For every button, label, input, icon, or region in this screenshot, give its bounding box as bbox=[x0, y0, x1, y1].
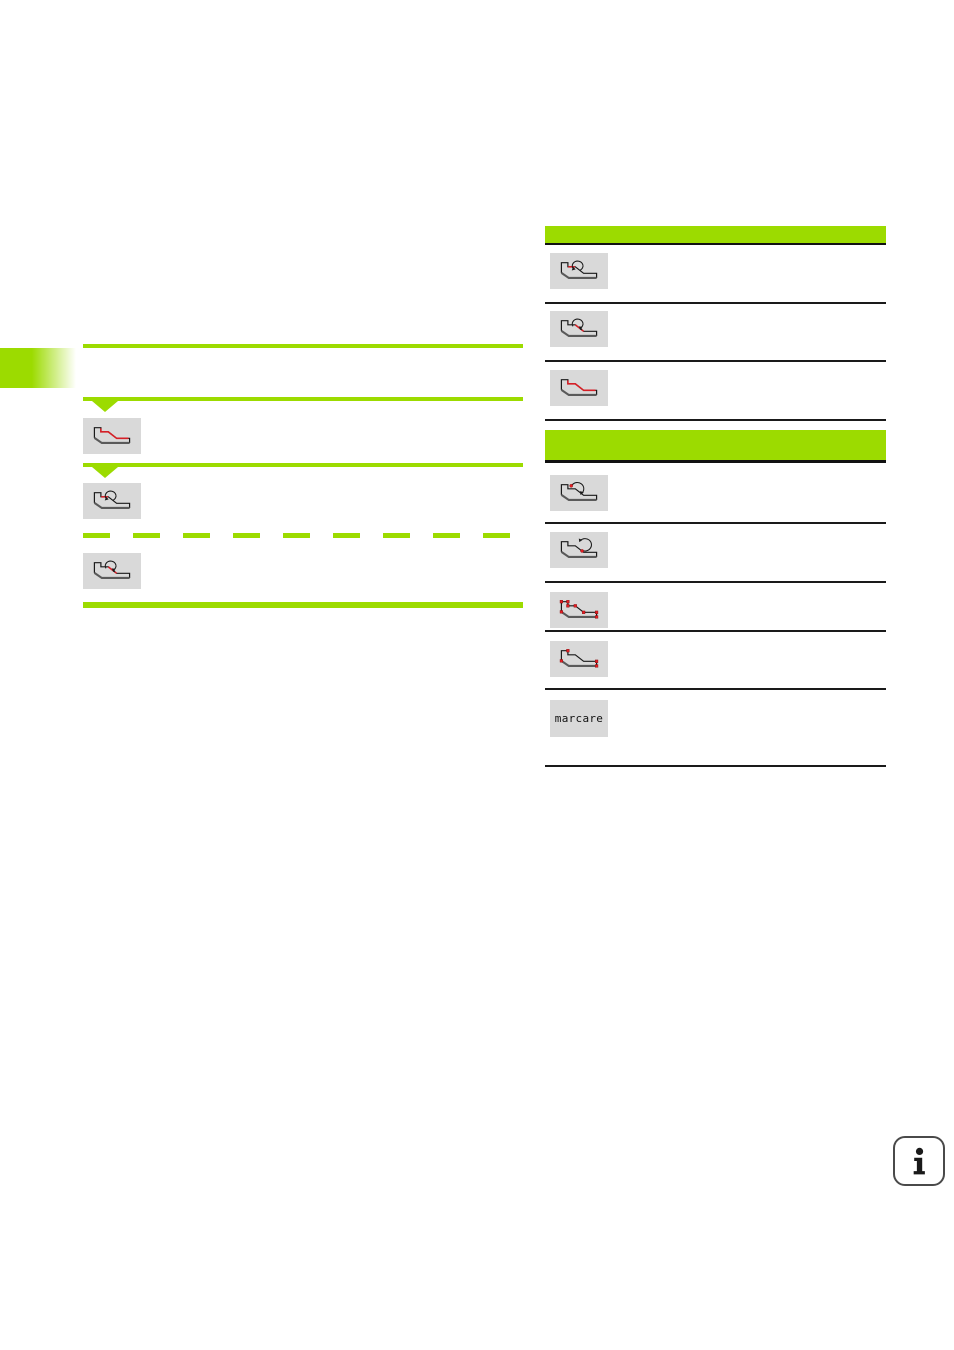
dashed-rule bbox=[83, 533, 525, 538]
section-rule-bottom bbox=[83, 602, 523, 608]
contour-rotate-red-diagonal-icon bbox=[550, 311, 608, 347]
flow-rule bbox=[83, 397, 523, 401]
info-symbol bbox=[893, 1136, 945, 1186]
table-header-bar bbox=[545, 430, 886, 463]
flow-rule bbox=[83, 463, 523, 467]
contour-red-range-icon bbox=[83, 418, 141, 454]
table-bottom-rule bbox=[545, 419, 886, 421]
flow-arrow-down-icon bbox=[92, 401, 118, 412]
contour-rotate-dot-end-icon bbox=[550, 532, 608, 568]
section-rule bbox=[83, 344, 523, 348]
softkey-marcare: marcare bbox=[550, 700, 608, 737]
row-separator bbox=[545, 630, 886, 632]
contour-rotate-red-diagonal-icon bbox=[83, 553, 141, 589]
row-separator bbox=[545, 581, 886, 583]
table-bottom-rule bbox=[545, 765, 886, 767]
contour-rotate-red-top-icon bbox=[83, 483, 141, 519]
row-separator bbox=[545, 302, 886, 304]
row-separator bbox=[545, 522, 886, 524]
chapter-tab bbox=[0, 348, 76, 388]
flow-arrow-down-icon bbox=[92, 467, 118, 478]
row-separator bbox=[545, 688, 886, 690]
contour-dots-all-icon bbox=[550, 592, 608, 628]
contour-dots-corners-icon bbox=[550, 641, 608, 677]
softkey-marcare-label: marcare bbox=[554, 712, 604, 725]
contour-rotate-red-top-icon bbox=[550, 253, 608, 289]
contour-rotate-dot-start-icon bbox=[550, 475, 608, 511]
contour-red-range-icon bbox=[550, 370, 608, 406]
info-i-icon bbox=[913, 1147, 925, 1175]
row-separator bbox=[545, 360, 886, 362]
table-header-bar bbox=[545, 226, 886, 245]
